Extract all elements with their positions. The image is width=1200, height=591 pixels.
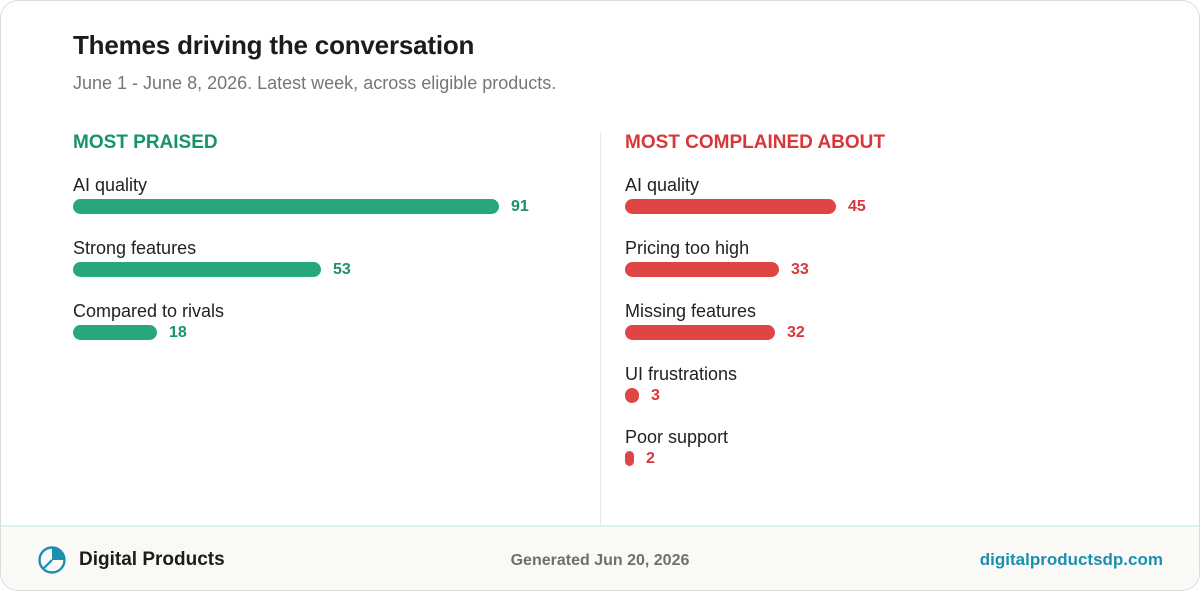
bar-row: Compared to rivals 18 [73,300,593,356]
bar [625,451,634,466]
bar-row: Strong features 53 [73,237,593,293]
bar-value-label: 33 [791,261,809,278]
bar-label: UI frustrations [625,364,738,384]
praised-heading: MOST PRAISED [73,132,218,153]
complained-column: MOST COMPLAINED ABOUT AI quality 45 Pricin… [625,130,1145,467]
bar-label: AI quality [73,175,148,195]
brand-name: Digital Products [79,549,225,570]
bar [73,262,321,277]
bar-value-label: 3 [651,387,660,404]
praised-column: MOST PRAISED AI quality 91 Strong features… [73,130,593,341]
bar-label: Strong features [73,238,197,258]
complained-heading: MOST COMPLAINED ABOUT [625,132,886,153]
bar-row: Poor support 2 [625,426,1145,482]
bar-row: AI quality 45 [625,174,1145,230]
page-subtitle: June 1 - June 8, 2026. Latest week, acro… [73,73,557,93]
bar-row: AI quality 91 [73,174,593,230]
bar-value-label: 32 [787,324,805,341]
bar [73,199,499,214]
bar-label: AI quality [625,175,700,195]
bar-value-label: 2 [646,450,655,467]
generated-date: Generated Jun 20, 2026 [510,552,690,569]
bar-value-label: 18 [169,324,187,341]
bar-label: Compared to rivals [73,301,225,321]
bar-value-label: 45 [848,198,866,215]
bar [625,325,775,340]
bar-value-label: 53 [333,261,351,278]
bar-row: Pricing too high 33 [625,237,1145,293]
bar [625,388,639,403]
bar [625,199,836,214]
pie-chart-icon [38,546,66,574]
footer: Digital Products Generated Jun 20, 2026 … [1,525,1199,590]
page-title: Themes driving the conversation [73,30,475,60]
bar-value-label: 91 [511,198,529,215]
website-link[interactable]: digitalproductsdp.com [979,550,1163,569]
bar-row: UI frustrations 3 [625,363,1145,419]
bar-label: Missing features [625,301,757,321]
bar-row: Missing features 32 [625,300,1145,356]
bar-label: Pricing too high [625,238,750,258]
bar [625,262,779,277]
bar [73,325,157,340]
column-divider [600,132,601,525]
bar-label: Poor support [625,427,729,447]
